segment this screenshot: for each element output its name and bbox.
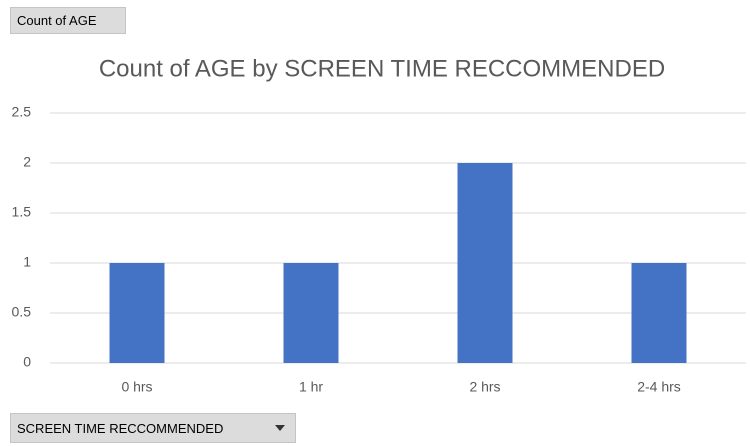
button-label: Count of AGE — [17, 13, 97, 28]
y-tick-label: 1 — [23, 254, 31, 270]
bar — [631, 263, 687, 363]
dropdown-arrow — [275, 425, 285, 431]
y-tick-label: 0 — [23, 354, 31, 370]
x-tick-label: 2 hrs — [469, 379, 500, 395]
bar — [109, 263, 165, 363]
y-tick-label: 1.5 — [12, 204, 32, 220]
button-label: SCREEN TIME RECCOMMENDED — [17, 420, 224, 436]
bar — [457, 163, 513, 363]
y-tick-label: 2.5 — [12, 104, 32, 120]
x-tick-label: 2-4 hrs — [637, 379, 681, 395]
y-tick-label: 0.5 — [12, 304, 32, 320]
x-tick-label: 1 hr — [299, 379, 323, 395]
bar — [283, 263, 339, 363]
values-field-button[interactable]: Count of AGE — [10, 7, 126, 34]
axis-field-button[interactable]: SCREEN TIME RECCOMMENDED — [10, 413, 296, 443]
x-tick-label: 0 hrs — [121, 379, 152, 395]
y-tick-label: 2 — [23, 154, 31, 170]
chart-title: Count of AGE by SCREEN TIME RECCOMMENDED — [99, 55, 665, 82]
